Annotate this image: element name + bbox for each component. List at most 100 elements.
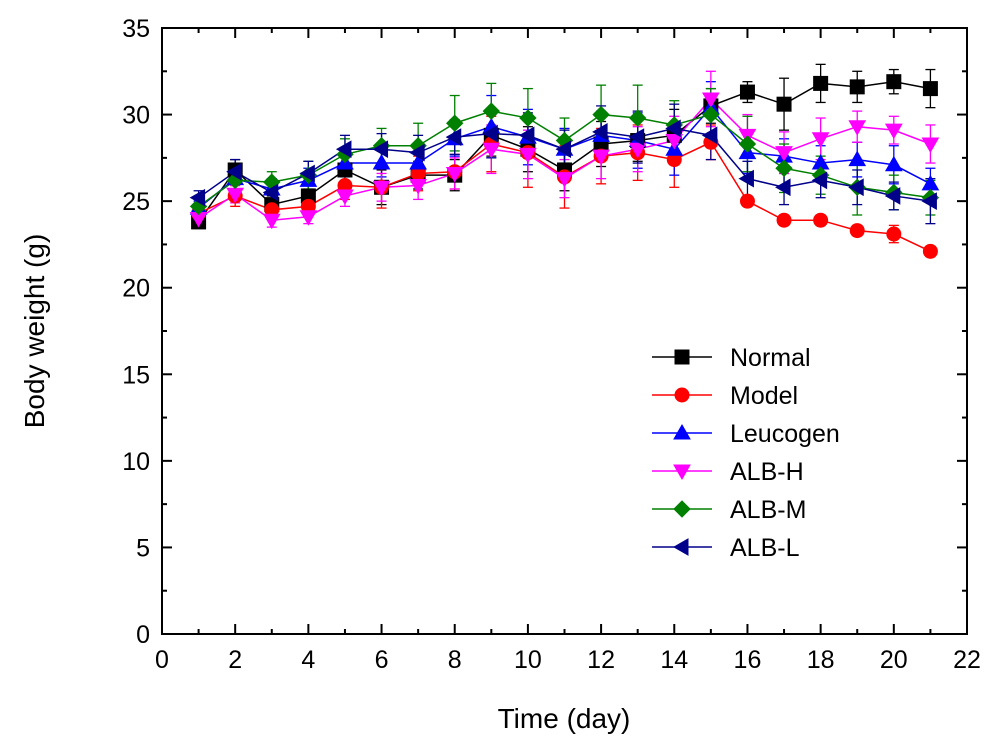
data-point-alb-h: [628, 142, 647, 159]
x-tick-label: 14: [660, 646, 688, 674]
data-point-leucogen: [409, 154, 427, 170]
legend-marker-normal: [674, 349, 690, 365]
data-point-alb-h: [482, 142, 501, 159]
legend: Normal Model Leucogen ALB-H ALB-M ALB-L: [652, 344, 840, 562]
data-point-alb-l: [445, 128, 462, 146]
legend-item-alb-l: ALB-L: [652, 534, 800, 562]
legend-label: ALB-M: [730, 496, 806, 524]
data-point-model: [739, 193, 755, 209]
data-point-normal: [886, 74, 902, 90]
data-point-leucogen: [848, 150, 867, 167]
data-point-normal: [739, 84, 755, 100]
data-point-normal: [776, 96, 792, 112]
data-point-alb-l: [189, 188, 206, 207]
data-point-alb-l: [884, 187, 901, 205]
x-tick-label: 10: [514, 646, 542, 674]
data-point-alb-h: [336, 189, 354, 205]
data-point-alb-l: [848, 178, 864, 197]
data-point-alb-h: [775, 146, 793, 162]
legend-marker-alb-h: [673, 464, 691, 481]
data-point-alb-m: [738, 135, 757, 153]
data-point-alb-h: [665, 134, 684, 150]
data-point-alb-l: [262, 183, 279, 202]
tick-labels: 0 2 4 6 8 10 12 14 16 18 20 22 0 5 10 15 20 25 30 35: [122, 15, 981, 674]
data-point-alb-l: [775, 178, 791, 197]
legend-marker-alb-m: [673, 500, 691, 518]
data-point-alb-m: [482, 102, 501, 120]
data-point-alb-m: [775, 159, 793, 177]
data-point-alb-h: [921, 137, 940, 154]
data-point-alb-l: [299, 164, 315, 183]
legend-marker-alb-l: [672, 538, 689, 556]
legend-label: ALB-L: [730, 534, 800, 562]
data-point-alb-l: [482, 124, 498, 143]
x-tick-label: 6: [375, 646, 389, 674]
data-point-alb-m: [592, 105, 610, 124]
data-point-alb-l: [226, 162, 242, 181]
data-point-alb-h: [884, 123, 903, 140]
data-point-normal: [922, 81, 938, 97]
x-tick-label: 0: [155, 646, 169, 674]
x-tick-label: 22: [953, 646, 981, 674]
data-point-alb-h: [262, 213, 281, 230]
data-point-alb-m: [702, 105, 720, 124]
data-point-model: [886, 226, 902, 242]
data-point-leucogen: [884, 155, 903, 172]
data-point-alb-l: [335, 140, 352, 159]
data-point-alb-h: [519, 147, 537, 164]
data-point-alb-m: [519, 109, 537, 127]
data-point-model: [813, 212, 829, 228]
x-tick-label: 8: [448, 646, 462, 674]
y-tick-label: 15: [122, 361, 150, 389]
data-point-alb-m: [628, 109, 647, 127]
y-axis-title: Body weight (g): [19, 234, 50, 429]
data-point-leucogen: [921, 174, 940, 191]
data-point-normal: [849, 79, 865, 95]
data-point-alb-l: [628, 128, 645, 146]
data-point-normal: [813, 75, 829, 91]
y-tick-label: 5: [136, 534, 150, 562]
data-point-alb-h: [702, 92, 720, 108]
legend-label: Leucogen: [730, 420, 840, 448]
x-tick-label: 4: [301, 646, 315, 674]
x-tick-label: 18: [807, 646, 835, 674]
y-tick-label: 30: [122, 102, 150, 130]
data-point-alb-l: [592, 123, 608, 141]
y-tick-label: 0: [136, 621, 150, 649]
data-point-alb-l: [518, 126, 535, 145]
data-point-alb-h: [848, 120, 867, 136]
y-tick-label: 10: [122, 448, 150, 476]
x-tick-label: 2: [228, 646, 242, 674]
data-point-model: [922, 243, 938, 259]
y-tick-label: 35: [122, 15, 150, 43]
legend-item-alb-m: ALB-M: [652, 496, 806, 524]
legend-item-normal: Normal: [652, 344, 811, 372]
y-tick-label: 25: [122, 188, 150, 216]
x-tick-label: 12: [587, 646, 615, 674]
data-point-alb-h: [811, 132, 830, 148]
data-point-alb-h: [555, 172, 574, 188]
data-point-alb-l: [921, 192, 937, 211]
data-point-alb-l: [372, 140, 389, 159]
data-point-alb-h: [299, 210, 318, 226]
legend-marker-model: [674, 387, 690, 403]
series-markers: [189, 74, 940, 259]
data-point-alb-l: [555, 140, 571, 159]
data-point-alb-m: [446, 114, 464, 132]
plot-frame: [161, 27, 968, 635]
data-point-alb-h: [592, 149, 610, 166]
data-point-model: [776, 212, 792, 228]
legend-item-leucogen: Leucogen: [652, 420, 840, 448]
data-point-alb-l: [701, 126, 718, 145]
data-point-alb-l: [409, 143, 425, 162]
x-tick-label: 16: [734, 646, 762, 674]
data-point-model: [849, 223, 865, 239]
x-axis-title: Time (day): [498, 703, 631, 734]
legend-item-model: Model: [652, 382, 798, 410]
data-point-alb-h: [409, 179, 427, 195]
legend-label: Model: [730, 382, 798, 410]
y-tick-label: 20: [122, 275, 150, 303]
legend-label: ALB-H: [730, 458, 804, 486]
data-point-alb-h: [372, 180, 391, 197]
